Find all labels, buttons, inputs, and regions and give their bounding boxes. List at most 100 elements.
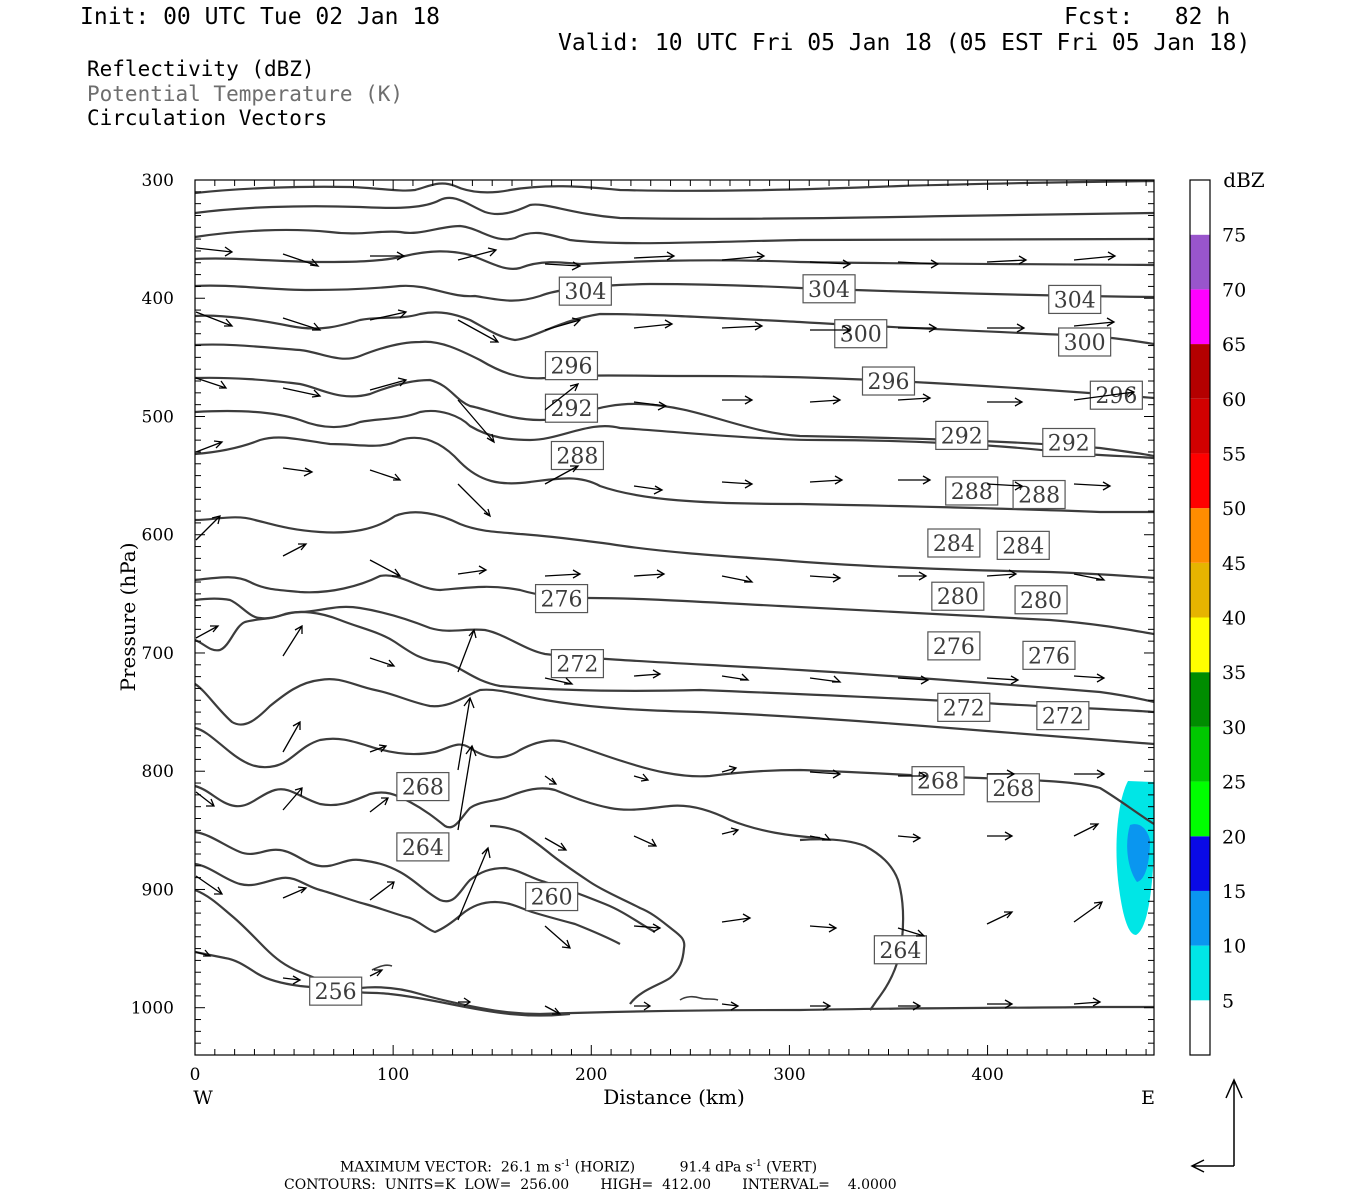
svg-text:268: 268 bbox=[402, 776, 444, 801]
colorbar-segment bbox=[1190, 180, 1210, 235]
legend-reflectivity: Reflectivity (dBZ) bbox=[87, 57, 315, 81]
contour-label: 304 bbox=[802, 274, 856, 304]
colorbar-label: 15 bbox=[1222, 881, 1246, 903]
colorbar-segment bbox=[1190, 672, 1210, 727]
x-axis-title: Distance (km) bbox=[603, 1085, 745, 1109]
svg-text:284: 284 bbox=[1002, 534, 1044, 559]
y-tick-label: 900 bbox=[142, 880, 174, 900]
contour-label: 304 bbox=[1048, 284, 1102, 315]
contour-label: 284 bbox=[927, 528, 981, 558]
y-tick-label: 500 bbox=[142, 407, 174, 427]
contour-label: 268 bbox=[396, 771, 450, 802]
contour-label: 296 bbox=[544, 351, 599, 381]
colorbar-segment bbox=[1190, 726, 1210, 782]
colorbar-label: 35 bbox=[1222, 662, 1246, 684]
y-tick-labels: 300 400 500 600 700 800 900 1000 bbox=[131, 171, 174, 1019]
svg-text:304: 304 bbox=[564, 280, 606, 305]
contour-label: 284 bbox=[996, 530, 1050, 560]
x-tick-label: 200 bbox=[575, 1065, 607, 1085]
svg-text:264: 264 bbox=[402, 836, 444, 861]
west-label: W bbox=[193, 1087, 213, 1109]
svg-text:296: 296 bbox=[867, 370, 909, 395]
contour-label: 288 bbox=[1012, 479, 1066, 510]
svg-text:268: 268 bbox=[917, 770, 959, 795]
colorbar-label: 20 bbox=[1222, 826, 1246, 848]
svg-text:264: 264 bbox=[879, 939, 921, 964]
contour-label: 280 bbox=[1014, 585, 1068, 615]
svg-text:292: 292 bbox=[1048, 432, 1090, 457]
svg-text:288: 288 bbox=[556, 445, 598, 470]
colorbar-label: 45 bbox=[1222, 553, 1246, 575]
contour-label: 304 bbox=[558, 276, 612, 306]
colorbar-label: 25 bbox=[1222, 772, 1246, 794]
y-tick-label: 700 bbox=[142, 644, 174, 664]
svg-text:304: 304 bbox=[808, 278, 850, 303]
svg-text:276: 276 bbox=[1028, 644, 1070, 669]
colorbar-segment bbox=[1190, 562, 1210, 618]
svg-text:272: 272 bbox=[1042, 705, 1084, 730]
svg-text:276: 276 bbox=[933, 635, 975, 660]
colorbar-segment bbox=[1190, 945, 1210, 1001]
legend-potential-temperature: Potential Temperature (K) bbox=[87, 82, 404, 106]
x-tick-label: 0 bbox=[190, 1065, 201, 1085]
svg-text:280: 280 bbox=[1020, 589, 1062, 614]
reflectivity-echo bbox=[1116, 781, 1154, 935]
svg-text:260: 260 bbox=[531, 886, 573, 911]
max-vector-note: MAXIMUM VECTOR: 26.1 m s-1 (HORIZ) 91.4 … bbox=[340, 1159, 818, 1176]
contour-label: 292 bbox=[1042, 427, 1096, 458]
svg-text:288: 288 bbox=[1018, 484, 1060, 509]
colorbar-segment bbox=[1190, 398, 1210, 454]
svg-text:288: 288 bbox=[951, 480, 993, 505]
colorbar-segment bbox=[1190, 781, 1210, 837]
contour-label: 296 bbox=[1089, 380, 1143, 410]
contour-label: 296 bbox=[861, 366, 916, 396]
colorbar-segment bbox=[1190, 453, 1210, 509]
colorbar-label: 55 bbox=[1222, 443, 1246, 465]
colorbar-segment bbox=[1190, 344, 1210, 399]
colorbar-label: 70 bbox=[1222, 279, 1246, 301]
svg-text:272: 272 bbox=[943, 696, 985, 721]
x-tick-label: 300 bbox=[773, 1065, 805, 1085]
contour-label: 264 bbox=[873, 935, 927, 965]
colorbar-label: 30 bbox=[1222, 717, 1246, 739]
contour-label: 276 bbox=[1022, 640, 1076, 670]
contour-label: 300 bbox=[834, 319, 888, 349]
circulation-vectors bbox=[195, 246, 1136, 1015]
svg-text:280: 280 bbox=[937, 585, 979, 610]
contour-label: 292 bbox=[544, 393, 599, 423]
y-tick-label: 300 bbox=[142, 171, 174, 191]
contour-label: 300 bbox=[1058, 327, 1112, 357]
x-tick-label: 100 bbox=[377, 1065, 409, 1085]
svg-text:300: 300 bbox=[840, 323, 882, 348]
colorbar: 5 10 15 20 25 30 35 40 45 50 55 60 65 70 75 bbox=[1189, 179, 1246, 1056]
svg-text:272: 272 bbox=[556, 653, 598, 678]
svg-text:256: 256 bbox=[315, 980, 357, 1005]
contour-info-note: CONTOURS: UNITS=K LOW= 256.00 HIGH= 412.… bbox=[284, 1177, 897, 1193]
svg-text:276: 276 bbox=[541, 588, 583, 613]
svg-text:296: 296 bbox=[550, 355, 592, 380]
colorbar-label: 5 bbox=[1222, 990, 1234, 1012]
colorbar-title: dBZ bbox=[1223, 168, 1265, 192]
theta-contours bbox=[194, 179, 1155, 1017]
contour-label: 276 bbox=[927, 631, 981, 661]
colorbar-segment bbox=[1190, 289, 1210, 345]
colorbar-segment bbox=[1190, 1000, 1210, 1055]
y-axis-title: Pressure (hPa) bbox=[116, 543, 140, 692]
valid-time: Valid: 10 UTC Fri 05 Jan 18 (05 EST Fri … bbox=[558, 30, 1251, 56]
contour-label: 268 bbox=[986, 773, 1040, 803]
colorbar-segment bbox=[1190, 836, 1210, 891]
colorbar-label: 75 bbox=[1222, 225, 1246, 247]
colorbar-segment bbox=[1190, 617, 1210, 673]
x-tick-labels: 0 100 200 300 400 bbox=[190, 1065, 1004, 1085]
colorbar-label: 10 bbox=[1222, 936, 1246, 958]
contour-label: 272 bbox=[937, 692, 991, 722]
y-tick-label: 800 bbox=[142, 762, 174, 782]
y-tick-label: 600 bbox=[142, 526, 174, 546]
svg-text:304: 304 bbox=[1054, 288, 1096, 313]
colorbar-segment bbox=[1190, 234, 1210, 290]
contour-label: 288 bbox=[945, 476, 999, 506]
contour-label: 292 bbox=[935, 420, 989, 451]
colorbar-label: 60 bbox=[1222, 389, 1246, 411]
contour-label: 272 bbox=[1036, 701, 1090, 731]
